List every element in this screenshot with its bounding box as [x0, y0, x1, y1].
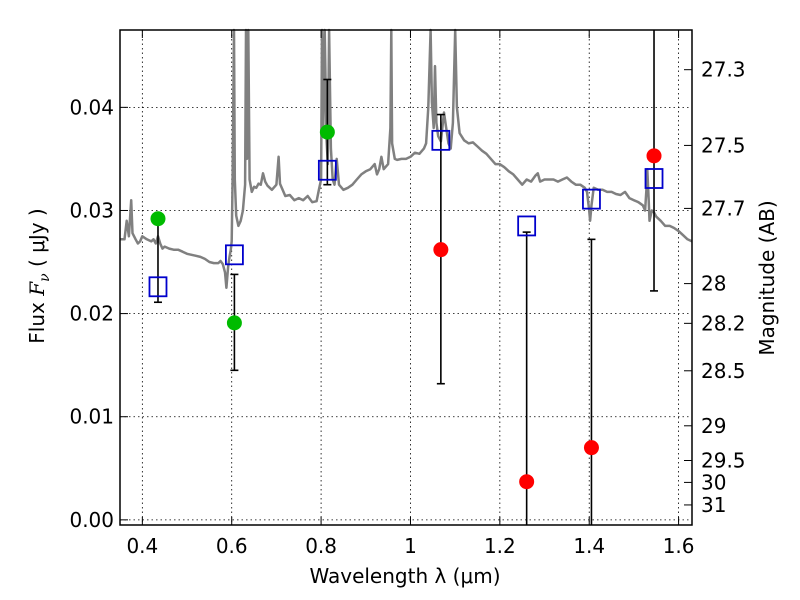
- x-tick-label: 1.6: [663, 534, 695, 558]
- y-tick-label: 0.02: [69, 302, 114, 326]
- y-axis-title-sub: ν: [37, 273, 53, 282]
- magnitude-tick-label: 29: [701, 414, 726, 438]
- model-photometry-square: [317, 159, 337, 181]
- y-axis-title: Flux Fν ( μJy ): [25, 208, 53, 343]
- magnitude-tick-label: 28.5: [701, 359, 746, 383]
- tick-labels: 0.4 0.6 0.8 1 1.2 1.4 1.6 0.00 0.01 0.02 0.03 0.04 2…: [69, 58, 745, 558]
- model-spectrum-layer: [120, 28, 693, 290]
- model-photometry-square: [431, 129, 451, 151]
- observed-point-red: [433, 242, 449, 258]
- magnitude-tick-label: 27.3: [701, 58, 746, 82]
- data-points: [148, 124, 664, 490]
- right-axis-title: Magnitude (AB): [755, 200, 779, 355]
- observed-point-red: [583, 440, 599, 456]
- model-photometry-square: [148, 276, 168, 298]
- model-photometry-square: [224, 244, 244, 266]
- magnitude-tick-label: 28.2: [701, 311, 746, 335]
- observed-point-red: [646, 148, 662, 164]
- x-tick-label: 1.2: [484, 534, 516, 558]
- y-tick-label: 0.04: [69, 95, 114, 119]
- magnitude-tick-label: 27.7: [701, 196, 746, 220]
- x-tick-label: 1: [404, 534, 417, 558]
- axis-ticks: [120, 30, 692, 525]
- observed-point-green: [319, 124, 335, 140]
- model-photometry-square: [644, 168, 664, 189]
- magnitude-tick-label: 29.5: [701, 449, 746, 473]
- model-photometry-square: [517, 215, 537, 237]
- y-tick-label: 0.00: [69, 508, 114, 532]
- y-tick-label: 0.01: [69, 405, 114, 429]
- x-tick-label: 0.6: [216, 534, 248, 558]
- x-tick-label: 1.4: [573, 534, 605, 558]
- x-tick-label: 0.4: [126, 534, 158, 558]
- magnitude-tick-label: 30: [701, 470, 726, 494]
- x-axis-title: Wavelength λ (μm): [309, 564, 500, 588]
- x-tick-label: 0.8: [305, 534, 337, 558]
- model-spectrum-line: [120, 28, 693, 290]
- observed-point-green: [150, 211, 166, 227]
- plot-frame: [119, 29, 693, 526]
- model-photometry-square: [582, 188, 601, 210]
- magnitude-tick-label: 28: [701, 272, 726, 296]
- y-axis-title-prefix: Flux: [25, 296, 49, 344]
- observed-point-red: [519, 474, 535, 490]
- y-tick-label: 0.03: [69, 198, 114, 222]
- y-axis-title-var: F: [25, 281, 49, 297]
- observed-point-green: [226, 315, 242, 331]
- y-axis-title-suffix: ( μJy ): [25, 208, 49, 273]
- magnitude-tick-label: 31: [701, 493, 726, 517]
- magnitude-tick-label: 27.5: [701, 133, 746, 157]
